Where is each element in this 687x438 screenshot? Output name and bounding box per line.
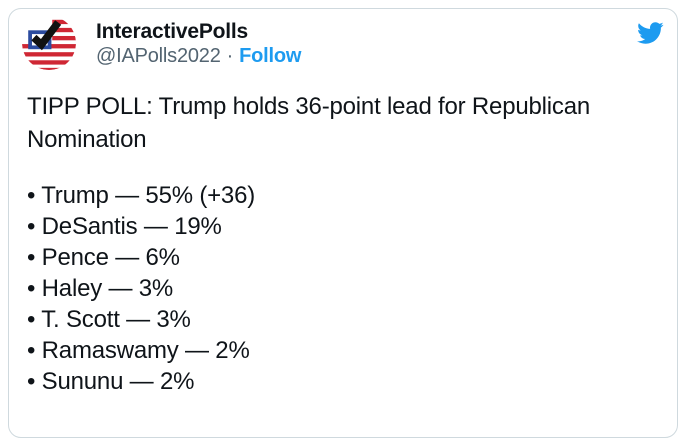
author-display-name[interactable]: InteractivePolls	[96, 20, 249, 43]
author-handle[interactable]: @IAPolls2022	[96, 45, 221, 67]
profile-avatar[interactable]	[22, 16, 76, 70]
twitter-bird-glyph	[637, 22, 664, 44]
tweet-header: InteractivePolls @IAPolls2022 · Follow	[22, 16, 301, 70]
tweet-text: TIPP POLL: Trump holds 36-point lead for…	[27, 93, 591, 153]
poll-result-line: • Haley — 3%	[27, 275, 174, 302]
follow-button[interactable]: Follow	[239, 45, 302, 67]
poll-result-line: • Trump — 55% (+36)	[27, 182, 256, 209]
author-handle-row: @IAPolls2022 · Follow	[96, 44, 301, 68]
poll-result-line: • Ramaswamy — 2%	[27, 337, 250, 364]
twitter-bird-icon[interactable]	[633, 19, 667, 47]
poll-result-line: • Pence — 6%	[27, 244, 180, 271]
poll-results-list: • Trump — 55% (+36) • DeSantis — 19% • P…	[27, 180, 642, 397]
author-block: InteractivePolls @IAPolls2022 · Follow	[96, 16, 301, 68]
poll-result-line: • Sununu — 2%	[27, 368, 195, 395]
tweet-card: InteractivePolls @IAPolls2022 · Follow TIP…	[8, 8, 678, 438]
poll-result-line: • DeSantis — 19%	[27, 213, 222, 240]
flag-checkmark-avatar-icon	[22, 16, 76, 70]
handle-follow-separator: ·	[226, 45, 234, 67]
poll-result-line: • T. Scott — 3%	[27, 306, 191, 333]
